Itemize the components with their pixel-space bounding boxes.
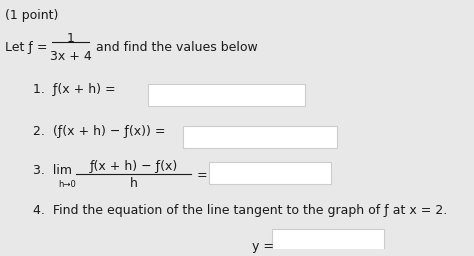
Text: (1 point): (1 point) <box>5 9 59 22</box>
Text: =: = <box>197 169 208 182</box>
Text: ƒ(x + h) − ƒ(x): ƒ(x + h) − ƒ(x) <box>90 160 178 173</box>
FancyBboxPatch shape <box>272 229 384 251</box>
Text: 4.  Find the equation of the line tangent to the graph of ƒ at x = 2.: 4. Find the equation of the line tangent… <box>33 204 447 217</box>
Text: 2.  (ƒ(x + h) − ƒ(x)) =: 2. (ƒ(x + h) − ƒ(x)) = <box>33 125 165 138</box>
Text: h: h <box>130 177 137 190</box>
Text: 3x + 4: 3x + 4 <box>50 50 91 63</box>
Text: 1.  ƒ(x + h) =: 1. ƒ(x + h) = <box>33 83 116 96</box>
Text: y =: y = <box>252 240 274 253</box>
FancyBboxPatch shape <box>209 162 331 184</box>
FancyBboxPatch shape <box>183 126 337 148</box>
Text: h→0: h→0 <box>58 180 76 189</box>
Text: 3.  lim: 3. lim <box>33 164 72 177</box>
Text: and find the values below: and find the values below <box>96 41 258 54</box>
FancyBboxPatch shape <box>147 84 305 105</box>
Text: 1: 1 <box>66 33 74 45</box>
Text: Let ƒ =: Let ƒ = <box>5 41 52 54</box>
